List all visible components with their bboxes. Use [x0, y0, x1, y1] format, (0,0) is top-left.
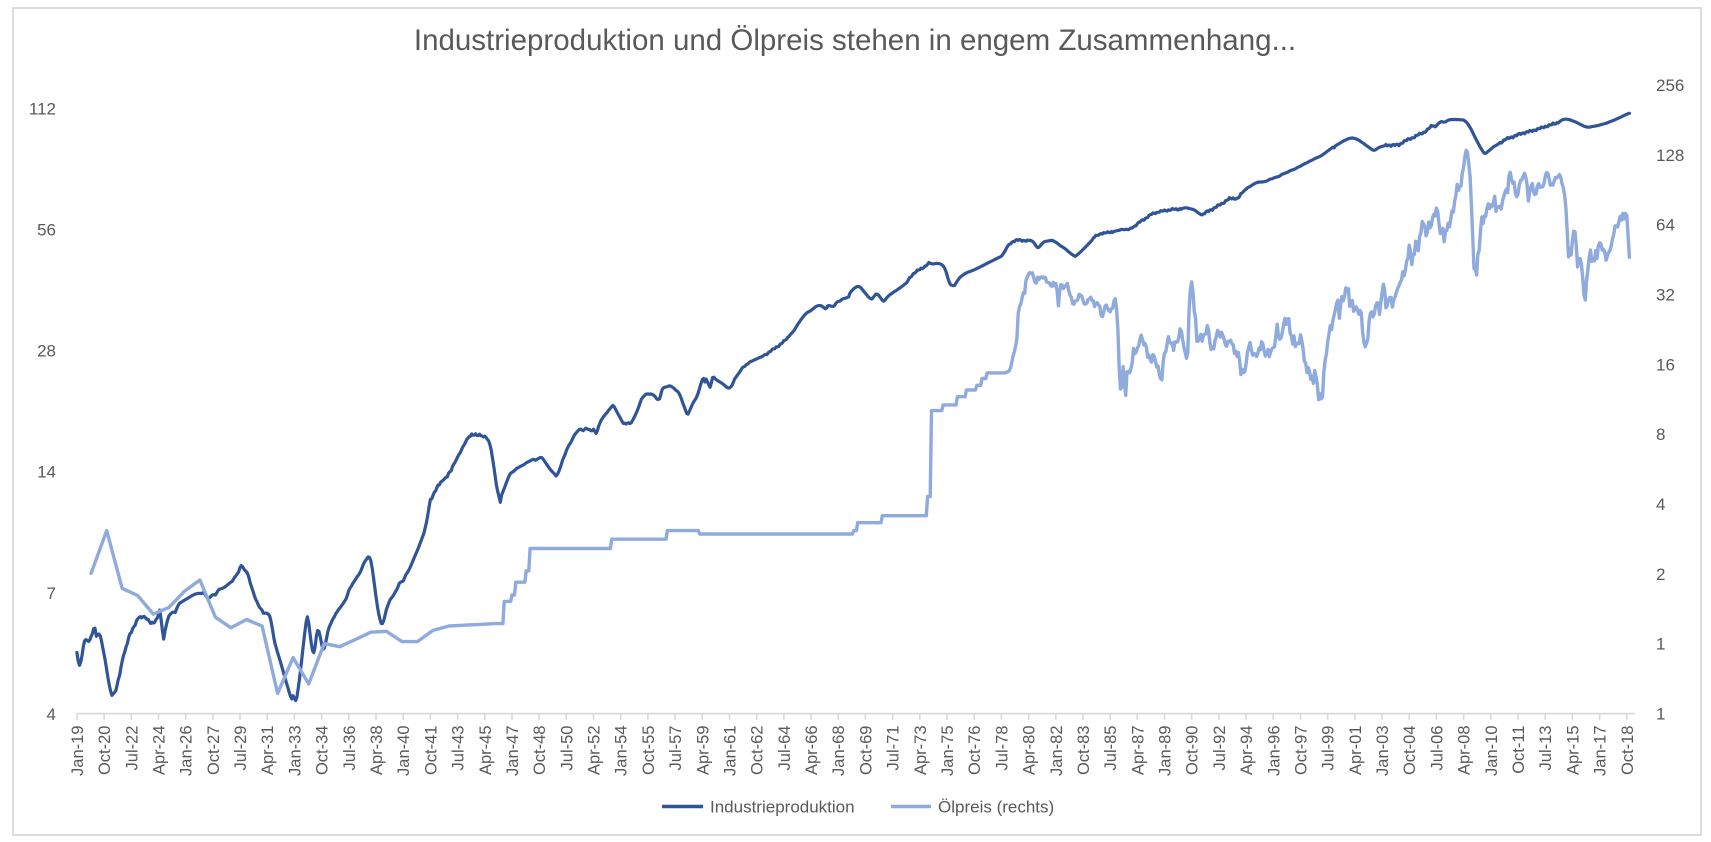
svg-text:Jan-19: Jan-19 — [69, 726, 87, 776]
svg-text:Apr-31: Apr-31 — [259, 726, 277, 776]
svg-text:Apr-59: Apr-59 — [694, 726, 712, 776]
svg-text:16: 16 — [1656, 355, 1675, 374]
svg-text:28: 28 — [37, 342, 56, 361]
svg-text:Jan-26: Jan-26 — [178, 726, 196, 776]
svg-text:Apr-73: Apr-73 — [912, 726, 930, 776]
svg-text:Oct-41: Oct-41 — [422, 726, 440, 776]
svg-text:Oct-11: Oct-11 — [1510, 726, 1528, 774]
svg-text:Jul-50: Jul-50 — [558, 726, 576, 771]
svg-text:Jul-71: Jul-71 — [885, 726, 903, 771]
svg-text:8: 8 — [1656, 425, 1665, 444]
svg-text:Apr-87: Apr-87 — [1129, 726, 1147, 776]
svg-text:Jan-47: Jan-47 — [504, 726, 522, 776]
svg-text:Jul-99: Jul-99 — [1320, 726, 1338, 771]
svg-text:Jan-75: Jan-75 — [939, 726, 957, 776]
svg-text:Apr-38: Apr-38 — [368, 726, 386, 776]
svg-text:Oct-90: Oct-90 — [1184, 726, 1202, 776]
svg-text:Apr-01: Apr-01 — [1347, 726, 1365, 776]
svg-text:Oct-62: Oct-62 — [749, 726, 767, 776]
svg-text:Jul-22: Jul-22 — [123, 726, 141, 771]
svg-text:56: 56 — [37, 221, 56, 240]
svg-text:Apr-66: Apr-66 — [803, 726, 821, 776]
svg-text:Jan-40: Jan-40 — [395, 726, 413, 776]
svg-text:112: 112 — [29, 99, 56, 118]
svg-text:Oct-97: Oct-97 — [1293, 726, 1311, 776]
svg-text:14: 14 — [37, 463, 56, 482]
svg-text:Apr-94: Apr-94 — [1238, 726, 1256, 776]
svg-text:Oct-48: Oct-48 — [531, 726, 549, 776]
svg-text:Jul-85: Jul-85 — [1102, 726, 1120, 771]
svg-text:256: 256 — [1656, 76, 1684, 95]
svg-text:Jul-29: Jul-29 — [232, 726, 250, 771]
svg-text:Jan-17: Jan-17 — [1592, 726, 1610, 776]
svg-text:Jan-03: Jan-03 — [1374, 726, 1392, 776]
svg-text:Oct-55: Oct-55 — [640, 726, 658, 776]
svg-text:Jul-57: Jul-57 — [667, 726, 685, 771]
svg-text:64: 64 — [1656, 216, 1675, 235]
svg-text:Apr-24: Apr-24 — [151, 726, 169, 776]
svg-text:Jan-54: Jan-54 — [613, 726, 631, 776]
svg-text:Oct-76: Oct-76 — [966, 726, 984, 776]
svg-text:Oct-34: Oct-34 — [314, 726, 332, 776]
svg-text:Oct-83: Oct-83 — [1075, 726, 1093, 776]
svg-text:32: 32 — [1656, 286, 1675, 305]
svg-text:Oct-04: Oct-04 — [1401, 726, 1419, 776]
svg-text:Jan-96: Jan-96 — [1265, 726, 1283, 776]
svg-text:4: 4 — [47, 705, 56, 724]
svg-text:Apr-52: Apr-52 — [586, 726, 604, 776]
svg-text:Jan-10: Jan-10 — [1483, 726, 1501, 776]
svg-text:Jan-89: Jan-89 — [1157, 726, 1175, 776]
svg-text:Oct-27: Oct-27 — [205, 726, 223, 776]
svg-text:7: 7 — [47, 584, 56, 603]
svg-text:Apr-45: Apr-45 — [477, 726, 495, 776]
svg-text:1: 1 — [1656, 635, 1665, 654]
svg-text:Industrieproduktion und Ölprei: Industrieproduktion und Ölpreis stehen i… — [414, 24, 1296, 57]
svg-text:Jan-33: Jan-33 — [286, 726, 304, 776]
svg-text:Jul-92: Jul-92 — [1211, 726, 1229, 771]
svg-text:Ölpreis (rechts): Ölpreis (rechts) — [938, 798, 1054, 817]
svg-text:Jul-64: Jul-64 — [776, 726, 794, 771]
svg-text:Apr-08: Apr-08 — [1456, 726, 1474, 776]
svg-text:Jan-68: Jan-68 — [830, 726, 848, 776]
svg-text:Jul-43: Jul-43 — [450, 726, 468, 771]
svg-text:Jul-06: Jul-06 — [1428, 726, 1446, 771]
svg-text:1: 1 — [1656, 704, 1665, 723]
svg-text:Industrieproduktion: Industrieproduktion — [710, 798, 855, 817]
svg-text:Jul-36: Jul-36 — [341, 726, 359, 771]
svg-text:Oct-20: Oct-20 — [96, 726, 114, 776]
svg-text:Jan-82: Jan-82 — [1048, 726, 1066, 776]
svg-text:Jul-13: Jul-13 — [1537, 726, 1555, 771]
svg-text:Apr-80: Apr-80 — [1021, 726, 1039, 776]
svg-text:Oct-69: Oct-69 — [857, 726, 875, 776]
svg-text:Jan-61: Jan-61 — [722, 726, 740, 776]
svg-text:Jul-78: Jul-78 — [993, 726, 1011, 771]
svg-text:4: 4 — [1656, 495, 1665, 514]
svg-text:Apr-15: Apr-15 — [1564, 726, 1582, 776]
svg-text:2: 2 — [1656, 565, 1665, 584]
svg-text:Oct-18: Oct-18 — [1619, 726, 1637, 776]
svg-text:128: 128 — [1656, 146, 1684, 165]
